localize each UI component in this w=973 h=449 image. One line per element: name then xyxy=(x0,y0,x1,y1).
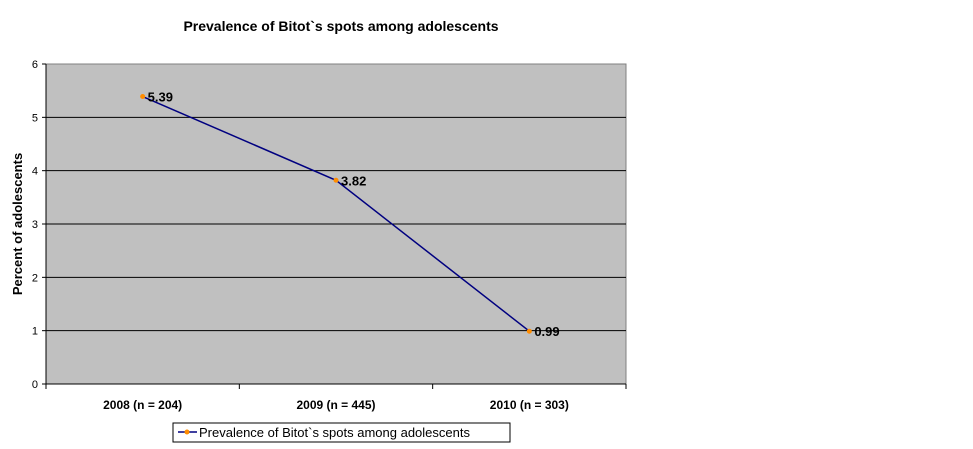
series-group: 5.39 3.82 0.99 xyxy=(140,90,560,339)
chart-title: Prevalence of Bitot`s spots among adoles… xyxy=(183,18,498,34)
legend-box xyxy=(172,422,511,443)
y-tick-label: 0 xyxy=(32,379,38,391)
y-axis: 0 1 2 3 4 5 6 xyxy=(32,59,47,391)
y-axis-label: Percent of adolescents xyxy=(10,153,25,295)
y-tick-label: 2 xyxy=(32,272,38,284)
x-tick-label: 2010 (n = 303) xyxy=(490,398,569,412)
data-label: 0.99 xyxy=(534,324,559,339)
data-point xyxy=(526,328,532,334)
y-tick-label: 3 xyxy=(32,219,38,231)
data-label: 3.82 xyxy=(341,173,366,188)
y-tick-label: 4 xyxy=(32,166,38,178)
data-point xyxy=(333,177,339,183)
data-point xyxy=(140,94,146,100)
x-axis: 2008 (n = 204) 2009 (n = 445) 2010 (n = 30… xyxy=(45,383,627,412)
legend-marker-sample xyxy=(184,429,190,435)
y-tick-label: 5 xyxy=(32,112,38,124)
y-tick-label: 1 xyxy=(32,326,38,338)
x-tick-label: 2009 (n = 445) xyxy=(296,398,375,412)
data-label: 5.39 xyxy=(148,90,173,105)
y-tick-label: 6 xyxy=(32,59,38,71)
x-tick-label: 2008 (n = 204) xyxy=(103,398,182,412)
legend-entry-label: Prevalence of Bitot`s spots among adoles… xyxy=(199,425,470,440)
legend: Prevalence of Bitot`s spots among adoles… xyxy=(172,422,511,443)
